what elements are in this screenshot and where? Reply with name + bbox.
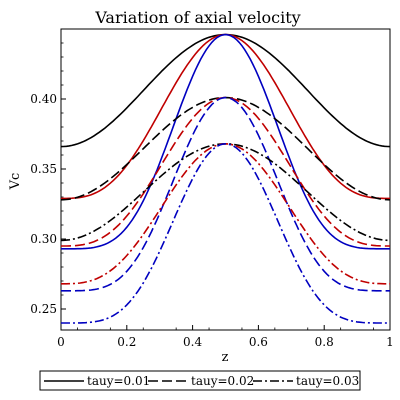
series-lines xyxy=(60,33,391,324)
y-tick-label: 0.30 xyxy=(30,232,57,246)
series-line-blue-dash xyxy=(61,96,390,292)
series-line-black-dashdot xyxy=(60,142,391,242)
series-line-red-dash xyxy=(61,96,390,247)
x-tick-label: 0.8 xyxy=(315,335,334,349)
y-tick-label: 0.25 xyxy=(30,302,57,316)
x-axis-label: z xyxy=(222,350,229,365)
series-line-blue-solid xyxy=(61,33,390,250)
legend-box xyxy=(39,370,361,391)
series-line-red-dashdot xyxy=(61,142,390,285)
x-tick-label: 1 xyxy=(386,335,394,349)
x-tick-label: 0 xyxy=(57,335,65,349)
series-line-blue-dashdot xyxy=(61,142,390,324)
x-tick-label: 0.4 xyxy=(183,335,202,349)
y-tick-label: 0.40 xyxy=(30,92,57,106)
legend: tauy=0.01 tauy=0.02 tauy=0.03 xyxy=(39,370,361,391)
legend-label: tauy=0.01 xyxy=(87,374,150,388)
x-tick-label: 0.2 xyxy=(117,335,136,349)
plot-frame xyxy=(60,28,391,331)
series-line-black-dash xyxy=(60,96,391,201)
y-tick-label: 0.35 xyxy=(30,162,57,176)
x-axis-ticks: 0 0.2 0.4 0.6 0.8 1 xyxy=(57,325,394,349)
y-axis-ticks: 0.25 0.30 0.35 0.40 xyxy=(30,92,66,316)
series-line-red-solid xyxy=(61,33,390,200)
legend-label: tauy=0.02 xyxy=(191,374,254,388)
legend-label: tauy=0.03 xyxy=(296,374,359,388)
minor-ticks xyxy=(61,42,374,330)
chart-title: Variation of axial velocity xyxy=(94,8,300,27)
y-axis-label: Vc xyxy=(8,173,23,191)
series-line-black-solid xyxy=(60,33,391,148)
x-tick-label: 0.6 xyxy=(249,335,268,349)
